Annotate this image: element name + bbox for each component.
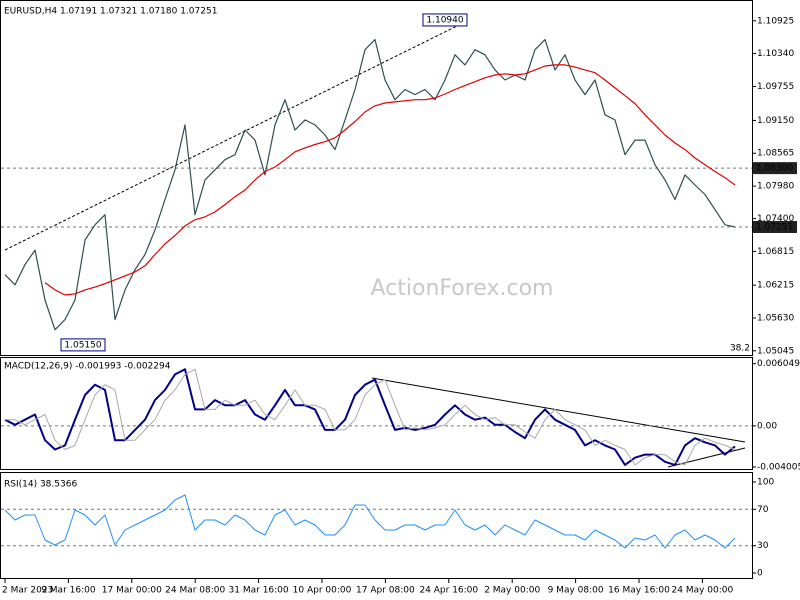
- y-tick-label: 1.09755: [757, 82, 794, 92]
- level-label-box: [753, 220, 797, 233]
- level-label: 1.07251: [756, 222, 793, 232]
- y-tick-label: 0.00: [757, 421, 777, 431]
- y-tick-label: 0: [757, 568, 763, 578]
- y-tick-label: 1.06815: [757, 247, 794, 257]
- y-tick-label: 1.10925: [757, 16, 794, 26]
- y-tick-label: 70: [757, 505, 769, 515]
- y-tick-label: 1.08565: [757, 149, 794, 159]
- level-label: 1.08300: [756, 164, 793, 174]
- y-tick-label: 1.05630: [757, 313, 794, 323]
- macd-panel-frame: [0, 357, 753, 470]
- fib-note: 38.2: [730, 344, 750, 354]
- series-line: [4, 368, 736, 466]
- x-tick-label: 24 Mar 08:00: [165, 586, 225, 596]
- x-tick-label: 17 Apr 08:00: [356, 586, 415, 596]
- rsi-title: RSI(14) 38.5366: [4, 480, 77, 490]
- main-panel-frame: [0, 0, 753, 356]
- macd-trend-line: [371, 377, 746, 443]
- annotation-box: [422, 13, 468, 27]
- y-tick-label: 1.07400: [757, 214, 794, 224]
- series-line: [4, 39, 736, 331]
- series-line: [44, 64, 736, 296]
- rsi-panel-frame: [0, 472, 753, 579]
- series-line: [5, 368, 736, 466]
- annotation-label: 1.05150: [64, 340, 101, 350]
- x-tick-label: 2 Mar 2023: [2, 586, 53, 596]
- y-tick-label: 1.05045: [757, 346, 794, 356]
- y-tick-label: 1.07980: [757, 182, 794, 192]
- x-tick-label: 2 May 00:00: [484, 586, 540, 596]
- y-tick-label: 30: [757, 541, 769, 551]
- x-tick-label: 24 Apr 16:00: [419, 586, 478, 596]
- x-tick-label: 24 May 00:00: [672, 586, 734, 596]
- y-tick-label: 100: [757, 478, 774, 488]
- level-label-box: [753, 162, 797, 175]
- main-title: EURUSD,H4 1.07191 1.07321 1.07180 1.0725…: [4, 7, 217, 17]
- watermark: ActionForex.com: [371, 276, 554, 301]
- annotation-label: 1.10940: [426, 15, 463, 25]
- y-tick-label: 1.06215: [757, 281, 794, 291]
- x-tick-label: 9 Mar 16:00: [41, 586, 96, 596]
- y-tick-label: 1.10340: [757, 49, 794, 59]
- y-tick-label: 1.09150: [757, 116, 794, 126]
- annotation-box: [60, 338, 106, 352]
- y-tick-label: -0.004005: [757, 462, 800, 472]
- x-tick-label: 16 May 16:00: [608, 586, 670, 596]
- x-tick-label: 17 Mar 00:00: [102, 586, 162, 596]
- series-line: [4, 494, 736, 549]
- trend-line: [4, 21, 466, 251]
- x-tick-label: 10 Apr 00:00: [293, 586, 352, 596]
- macd-title: MACD(12,26,9) -0.001993 -0.002294: [4, 362, 171, 372]
- y-tick-label: 0.006049: [757, 359, 800, 369]
- x-tick-label: 9 May 08:00: [548, 586, 604, 596]
- x-tick-label: 31 Mar 16:00: [229, 586, 289, 596]
